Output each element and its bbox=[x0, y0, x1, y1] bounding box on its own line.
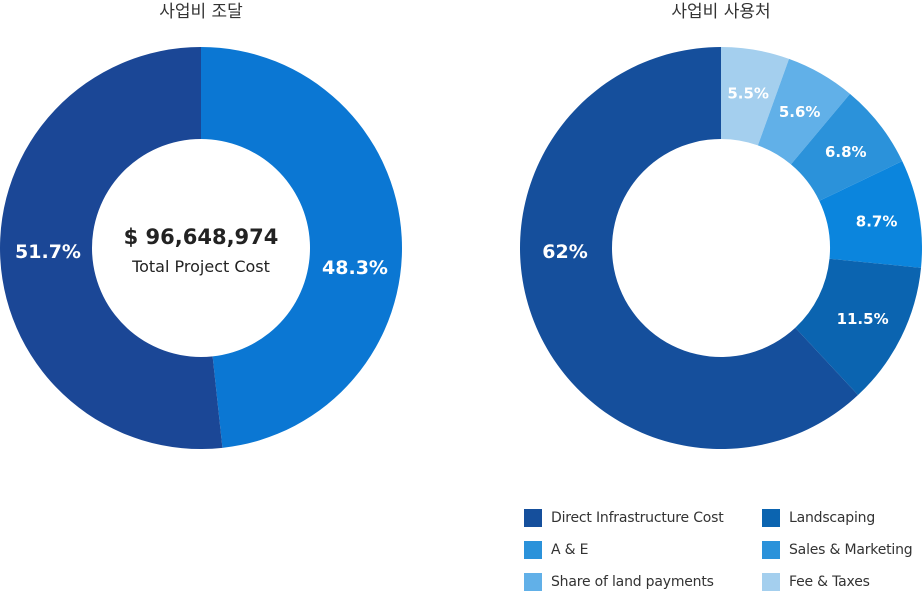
legend-label: Share of land payments bbox=[551, 573, 714, 590]
total-project-cost-value: $ 96,648,974 bbox=[124, 225, 279, 249]
legend-label: Landscaping bbox=[789, 509, 876, 526]
usage-legend: Direct Infrastructure Cost Landscaping A… bbox=[524, 508, 922, 591]
usage-chart-title: 사업비 사용처 bbox=[671, 2, 770, 22]
legend-item-fee-and-taxes: Fee & Taxes bbox=[762, 572, 922, 591]
donut-slice-landscaping bbox=[795, 258, 922, 396]
slice-value-label: 51.7% bbox=[15, 241, 81, 263]
slice-value-label: 62% bbox=[542, 241, 587, 263]
slice-value-label: 6.8% bbox=[825, 143, 867, 161]
legend-swatch bbox=[524, 540, 542, 559]
slice-value-label: 5.5% bbox=[727, 84, 769, 102]
donut-slice-0 bbox=[201, 47, 402, 448]
usage-donut-chart: 5.5% 5.6% 6.8% 8.7% 11.5% 62% bbox=[520, 47, 922, 449]
legend-item-share-of-land-payments: Share of land payments bbox=[524, 572, 762, 591]
legend-item-landscaping: Landscaping bbox=[762, 508, 922, 527]
donut-slice-a-and-e bbox=[819, 161, 922, 268]
slice-value-label: 5.6% bbox=[779, 103, 821, 121]
total-project-cost-label: Total Project Cost bbox=[131, 257, 270, 276]
legend-label: Fee & Taxes bbox=[789, 573, 870, 590]
donut-slice-fee-and-taxes bbox=[721, 47, 790, 146]
legend-swatch bbox=[762, 540, 780, 559]
funding-chart-title: 사업비 조달 bbox=[159, 2, 243, 22]
legend-swatch bbox=[762, 572, 780, 591]
legend-label: Direct Infrastructure Cost bbox=[551, 509, 724, 526]
charts-canvas: 사업비 조달 48.3% 51.7% $ 96,648,974 Total Pro… bbox=[0, 2, 922, 449]
slice-value-label: 48.3% bbox=[322, 257, 388, 279]
legend-swatch bbox=[762, 508, 780, 527]
donut-slice-1 bbox=[0, 47, 223, 449]
legend-label: A & E bbox=[551, 541, 589, 558]
donut-slice-direct-infrastructure-cost bbox=[520, 47, 859, 449]
legend-swatch bbox=[524, 508, 542, 527]
legend-item-sales-and-marketing: Sales & Marketing bbox=[762, 540, 922, 559]
legend-label: Sales & Marketing bbox=[789, 541, 913, 558]
legend-item-direct-infrastructure-cost: Direct Infrastructure Cost bbox=[524, 508, 762, 527]
donut-slice-sales-and-marketing bbox=[790, 93, 903, 201]
legend-item-a-and-e: A & E bbox=[524, 540, 762, 559]
slice-value-label: 8.7% bbox=[856, 213, 898, 231]
funding-donut-chart: 48.3% 51.7% bbox=[0, 47, 402, 449]
slice-value-label: 11.5% bbox=[837, 310, 889, 328]
donut-slice-share-of-land-payments bbox=[757, 58, 850, 165]
legend-swatch bbox=[524, 572, 542, 591]
